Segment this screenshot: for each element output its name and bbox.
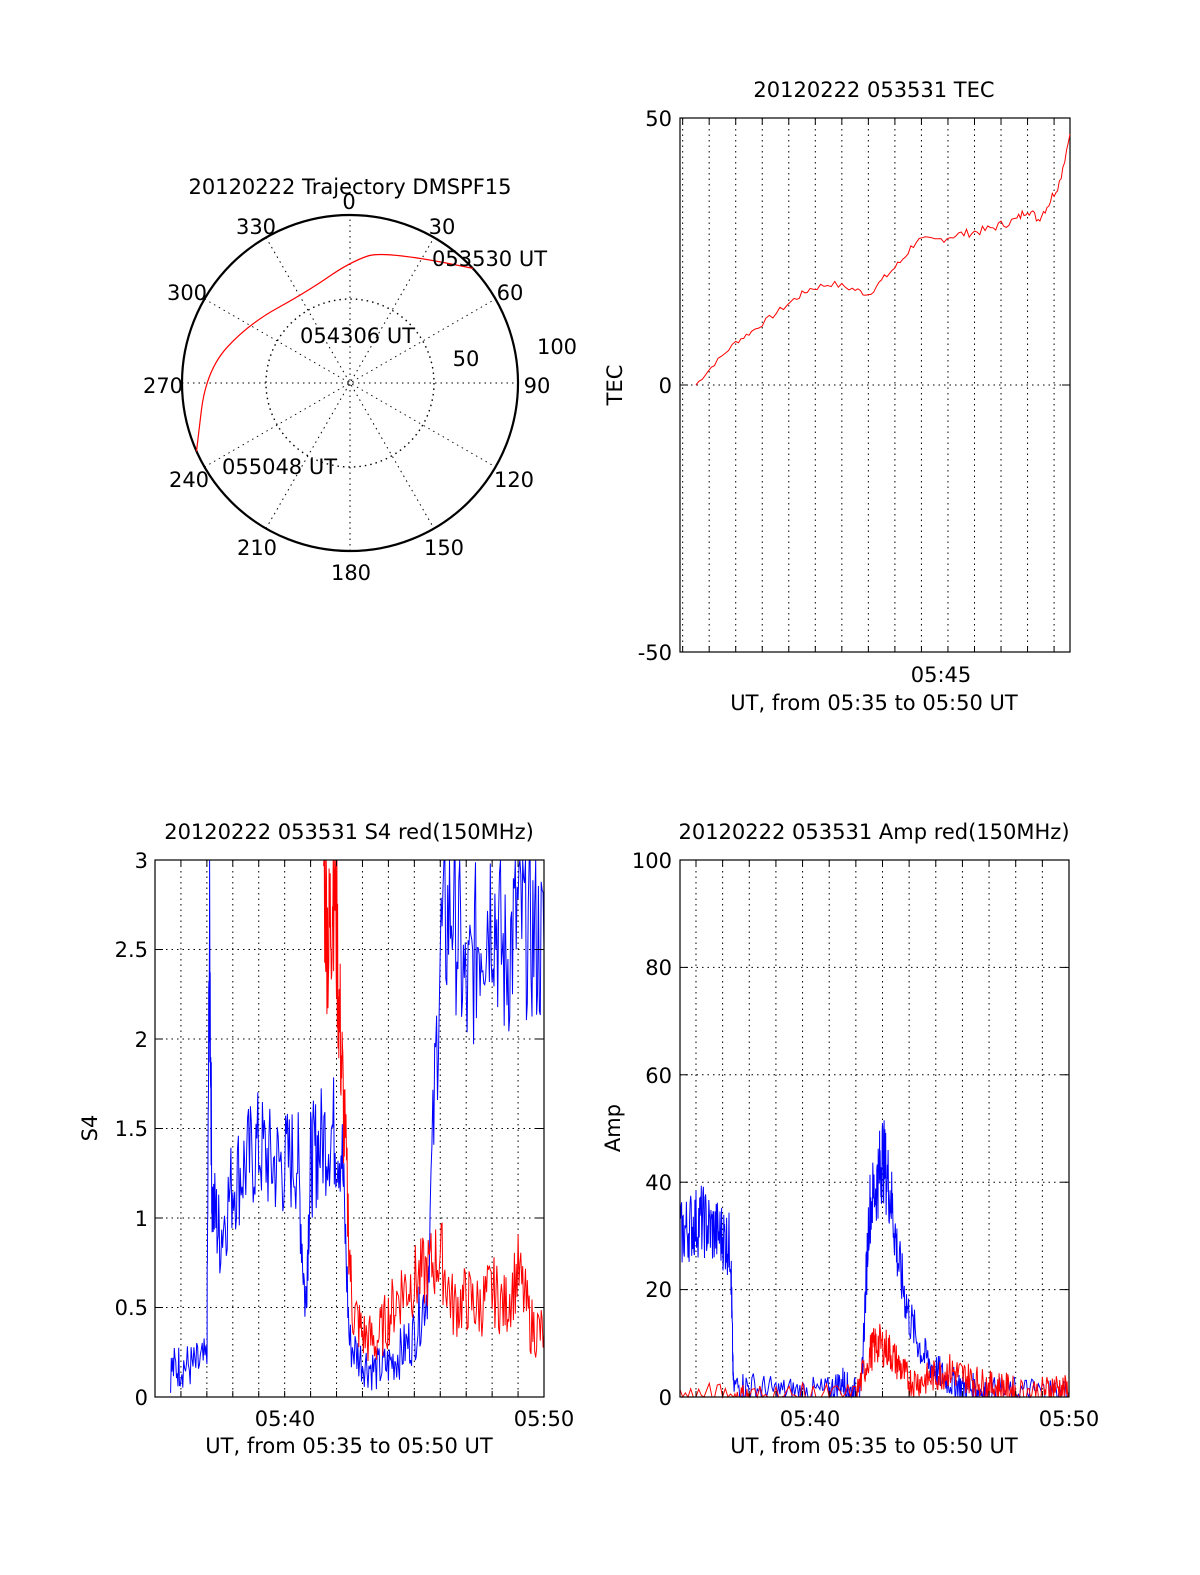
s4-xtick: 05:50: [514, 1407, 575, 1431]
tec-ylabel: TEC: [603, 365, 627, 407]
s4-ytick: 1.5: [115, 1117, 148, 1141]
amp-ytick: 100: [632, 849, 672, 873]
polar-az-label: 150: [424, 536, 464, 560]
s4-red-line: [323, 859, 545, 1362]
polar-azimuth-labels: 0 30 60 90 120 150 180 210 240 270 300 3…: [143, 190, 577, 585]
tec-xtick: 05:45: [911, 663, 972, 687]
polar-spoke: [204, 298, 496, 468]
tec-title: 20120222 053531 TEC: [753, 78, 994, 102]
tec-series: [695, 133, 1071, 386]
s4-title: 20120222 053531 S4 red(150MHz): [164, 820, 534, 844]
polar-spoke: [265, 237, 435, 529]
polar-spoke: [265, 237, 435, 529]
polar-grid: [180, 213, 520, 553]
polar-az-label: 330: [236, 215, 276, 239]
amp-plot-frame: [679, 859, 1070, 1398]
amp-axis-ticks: [680, 859, 1070, 1398]
amp-blue-line: [679, 1120, 1070, 1399]
amp-series: [679, 1120, 1070, 1399]
amp-ylabel: Amp: [601, 1104, 625, 1152]
polar-az-label: 90: [524, 374, 551, 398]
polar-az-label: 270: [143, 374, 183, 398]
polar-az-label: 30: [429, 215, 456, 239]
polar-radial-label: 100: [537, 335, 577, 359]
trajectory-end-label: 055048 UT: [222, 455, 337, 479]
amp-ytick: 80: [645, 956, 672, 980]
polar-title: 20120222 Trajectory DMSPF15: [188, 175, 511, 199]
s4-grid: [155, 860, 544, 1397]
tec-ytick: -50: [638, 641, 672, 665]
s4-series: [170, 859, 545, 1393]
amp-xlabel: UT, from 05:35 to 05:50 UT: [730, 1434, 1018, 1458]
polar-spoke: [204, 298, 496, 468]
s4-xlabel: UT, from 05:35 to 05:50 UT: [205, 1434, 493, 1458]
tec-xlabel: UT, from 05:35 to 05:50 UT: [730, 691, 1018, 715]
amp-grid: [680, 860, 1069, 1397]
tec-grid: [680, 118, 1070, 652]
s4-ytick: 0.5: [115, 1296, 148, 1320]
amp-title: 20120222 053531 Amp red(150MHz): [678, 820, 1069, 844]
s4-ytick: 2: [135, 1028, 148, 1052]
polar-az-label: 210: [237, 536, 277, 560]
tec-ytick: 50: [645, 107, 672, 131]
amp-ytick: 20: [645, 1278, 672, 1302]
trajectory-line: [195, 253, 474, 452]
s4-ytick: 1: [135, 1207, 148, 1231]
tec-ytick: 0: [659, 374, 672, 398]
polar-az-label: 300: [167, 281, 207, 305]
polar-az-label: 240: [169, 468, 209, 492]
trajectory-polar-chart: 20120222 Trajectory DMSPF15 0 30 60 90 1…: [143, 175, 577, 585]
s4-axis-ticks: [154, 859, 545, 1398]
s4-ytick: 0: [135, 1386, 148, 1410]
polar-inner-circle: [265, 298, 435, 468]
polar-az-label: 0: [342, 190, 355, 214]
amp-xtick: 05:40: [780, 1407, 841, 1431]
polar-az-label: 120: [494, 468, 534, 492]
tec-red-line: [695, 133, 1071, 386]
amp-ytick: 0: [659, 1386, 672, 1410]
amp-ytick: 60: [645, 1064, 672, 1088]
tec-axis-ticks: [680, 117, 1070, 653]
trajectory-start-label: 053530 UT: [432, 247, 547, 271]
s4-chart: 20120222 053531 S4 red(150MHz) 3 2.5 2 1…: [78, 820, 574, 1458]
s4-ylabel: S4: [78, 1115, 102, 1142]
polar-az-label: 180: [331, 561, 371, 585]
amp-ytick: 40: [645, 1171, 672, 1195]
s4-ytick: 3: [135, 849, 148, 873]
s4-ytick: 2.5: [115, 938, 148, 962]
polar-az-label: 60: [497, 281, 524, 305]
polar-radial-label: 50: [453, 347, 480, 371]
amp-chart: 20120222 053531 Amp red(150MHz) 100 80 6…: [601, 820, 1099, 1458]
amp-xtick: 05:50: [1039, 1407, 1100, 1431]
tec-chart: 20120222 053531 TEC 50 0 -50 05:45 UT, f…: [603, 78, 1071, 715]
s4-blue-line: [170, 859, 545, 1393]
s4-xtick: 05:40: [255, 1407, 316, 1431]
trajectory-mid-label: 054306 UT: [300, 324, 415, 348]
